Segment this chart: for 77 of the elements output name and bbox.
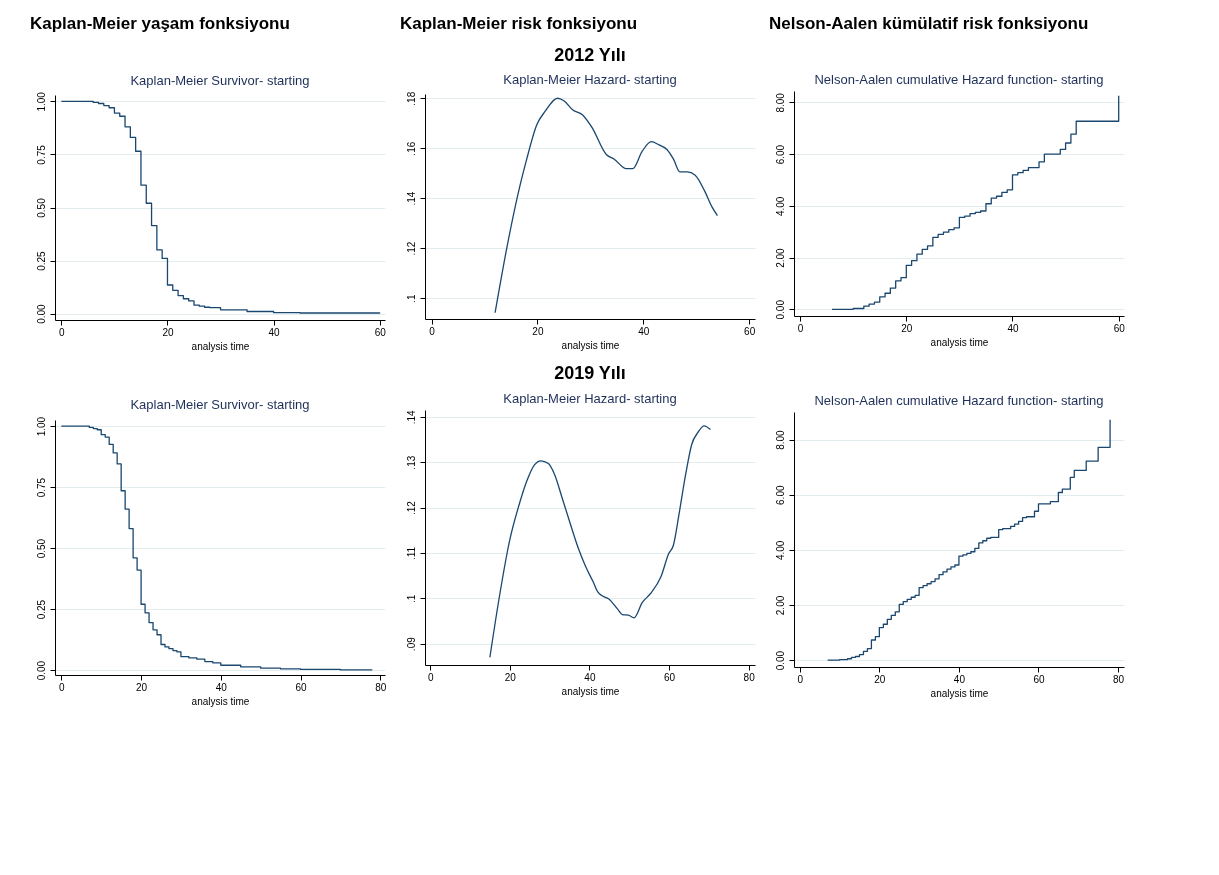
x-axis-title: analysis time bbox=[561, 685, 620, 697]
x-tick-label: 0 bbox=[797, 673, 804, 685]
y-tick-label: .16 bbox=[405, 141, 417, 156]
x-tick-label: 40 bbox=[638, 325, 650, 337]
x-axis-title: analysis time bbox=[191, 695, 250, 707]
text: Kaplan-Meier yaşam fonksiyonu bbox=[30, 14, 290, 33]
chart-title: Kaplan-Meier Hazard- starting bbox=[503, 390, 677, 406]
y-tick-label: 4.00 bbox=[774, 540, 786, 561]
y-tick-label: .13 bbox=[405, 455, 417, 470]
y-tick-label: 0.75 bbox=[35, 144, 47, 165]
y-tick-label: .1 bbox=[405, 293, 417, 303]
chart-title: Nelson-Aalen cumulative Hazard function- starting bbox=[814, 393, 1104, 408]
y-tick-label: 0.50 bbox=[35, 197, 47, 218]
x-tick-label: 60 bbox=[744, 325, 756, 337]
x-tick-label: 40 bbox=[268, 326, 281, 338]
x-tick-label: 80 bbox=[743, 671, 756, 683]
y-tick-label: 0.25 bbox=[35, 599, 47, 620]
x-tick-label: 60 bbox=[1113, 322, 1126, 334]
x-tick-label: 40 bbox=[953, 673, 966, 685]
text: 2019 Yılı bbox=[554, 363, 626, 383]
chart-title: Kaplan-Meier Hazard- starting bbox=[503, 72, 677, 88]
y-tick-label: 0.25 bbox=[35, 250, 47, 271]
y-tick-label: .18 bbox=[405, 91, 417, 106]
x-tick-label: 60 bbox=[295, 681, 308, 693]
y-tick-label: 0.75 bbox=[35, 477, 47, 498]
y-tick-label: 6.00 bbox=[774, 485, 786, 505]
x-tick-label: 0 bbox=[59, 681, 66, 693]
x-axis-title: analysis time bbox=[930, 336, 989, 348]
y-tick-label: 1.00 bbox=[35, 91, 47, 112]
x-tick-label: 0 bbox=[429, 325, 436, 337]
y-tick-label: 8.00 bbox=[774, 92, 786, 113]
y-tick-label: 0.50 bbox=[35, 538, 47, 559]
chart-title: Kaplan-Meier Survivor- starting bbox=[130, 397, 310, 413]
x-axis-title: analysis time bbox=[930, 687, 989, 699]
y-tick-label: 8.00 bbox=[774, 429, 786, 450]
y-tick-label: 0.00 bbox=[774, 650, 786, 671]
text: Nelson-Aalen kümülatif risk fonksiyonu bbox=[769, 14, 1089, 33]
line-series bbox=[494, 97, 719, 314]
y-tick-label: 6.00 bbox=[774, 144, 786, 165]
x-tick-label: 60 bbox=[374, 326, 387, 338]
x-axis-title: analysis time bbox=[561, 339, 620, 351]
line-series bbox=[489, 425, 712, 658]
y-tick-label: 0.00 bbox=[35, 660, 47, 681]
y-tick-label: .09 bbox=[405, 636, 417, 652]
x-axis-title: analysis time bbox=[191, 340, 250, 352]
x-tick-label: 40 bbox=[584, 671, 596, 683]
y-tick-label: .12 bbox=[405, 500, 417, 516]
x-tick-label: 60 bbox=[1033, 673, 1045, 685]
x-tick-label: 20 bbox=[532, 325, 544, 337]
y-tick-label: 2.00 bbox=[774, 595, 786, 616]
y-tick-label: 2.00 bbox=[774, 247, 786, 268]
x-tick-label: 60 bbox=[663, 671, 676, 683]
y-tick-label: 0.00 bbox=[774, 299, 786, 320]
x-tick-label: 0 bbox=[797, 322, 804, 334]
x-tick-label: 20 bbox=[901, 322, 913, 334]
x-tick-label: 20 bbox=[162, 326, 174, 338]
y-tick-label: .1 bbox=[405, 594, 417, 603]
x-tick-label: 20 bbox=[136, 681, 148, 693]
y-tick-label: .11 bbox=[405, 546, 417, 561]
y-tick-label: .14 bbox=[405, 409, 417, 425]
text: Kaplan-Meier risk fonksiyonu bbox=[400, 14, 638, 33]
chart-title: Kaplan-Meier Survivor- starting bbox=[130, 72, 310, 88]
y-tick-label: 1.00 bbox=[35, 416, 47, 437]
x-tick-label: 0 bbox=[427, 671, 434, 683]
x-tick-label: 0 bbox=[59, 326, 66, 338]
y-tick-label: 4.00 bbox=[774, 196, 786, 217]
y-tick-label: .14 bbox=[405, 191, 417, 206]
x-tick-label: 80 bbox=[375, 681, 387, 693]
x-tick-label: 40 bbox=[215, 681, 228, 693]
y-tick-label: .12 bbox=[405, 241, 417, 256]
x-tick-label: 40 bbox=[1007, 322, 1019, 334]
x-tick-label: 20 bbox=[504, 671, 517, 683]
x-tick-label: 80 bbox=[1112, 673, 1125, 685]
x-tick-label: 20 bbox=[874, 673, 886, 685]
y-tick-label: 0.00 bbox=[35, 303, 47, 324]
chart-title: Nelson-Aalen cumulative Hazard function- starting bbox=[814, 72, 1104, 87]
text: 2012 Yılı bbox=[554, 45, 626, 65]
